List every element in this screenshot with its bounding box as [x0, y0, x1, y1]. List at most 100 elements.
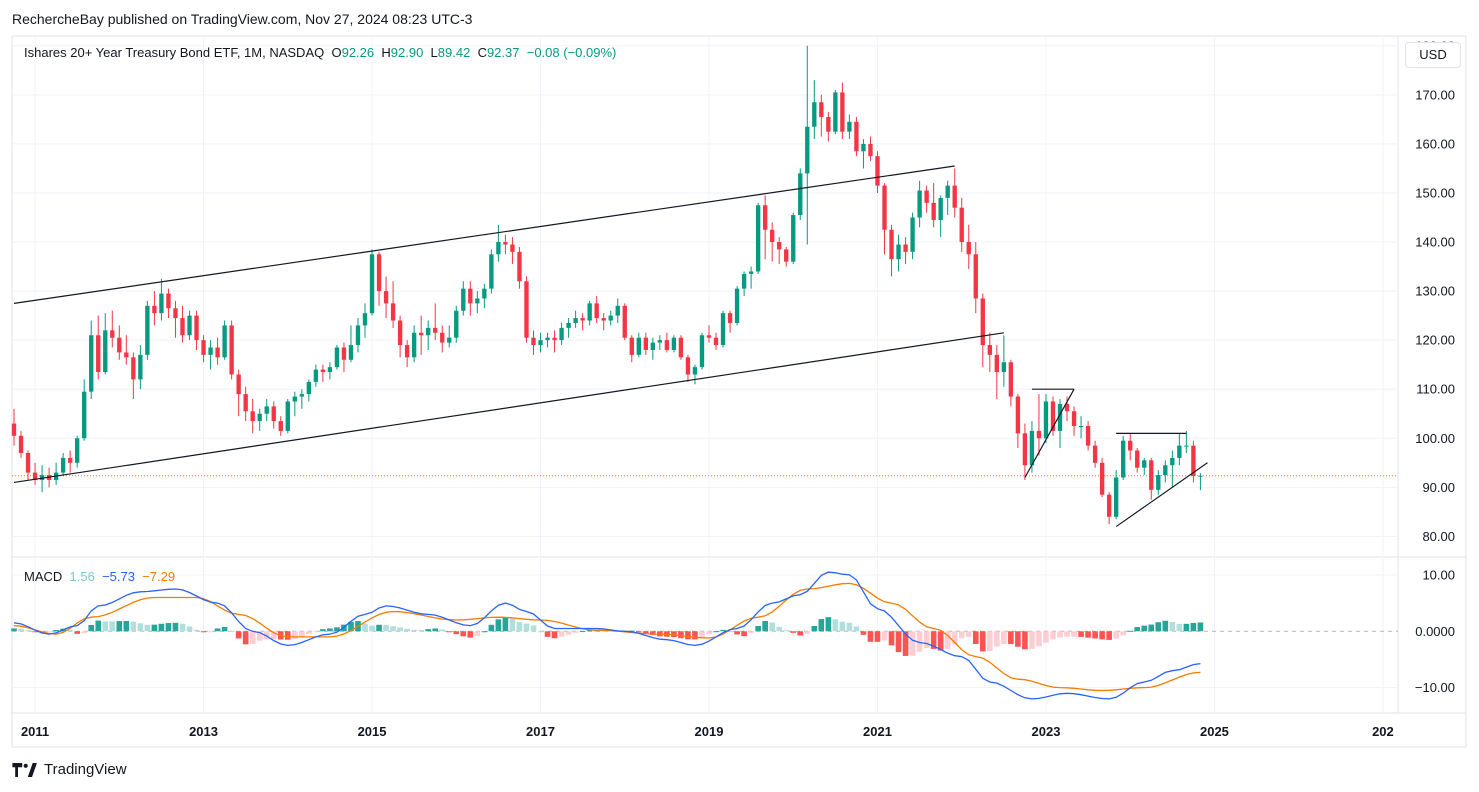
candle-body[interactable] — [1022, 433, 1028, 466]
candle-body[interactable] — [1135, 450, 1140, 468]
candle-body[interactable] — [1057, 403, 1063, 431]
candle-body[interactable] — [433, 327, 438, 333]
candle-body[interactable] — [741, 273, 747, 289]
candle-body[interactable] — [18, 435, 24, 453]
candle-body[interactable] — [545, 337, 550, 341]
candle-body[interactable] — [103, 330, 108, 373]
candle-body[interactable] — [60, 457, 66, 473]
candle-body[interactable] — [524, 281, 529, 338]
candle-body[interactable] — [271, 406, 276, 422]
candle-body[interactable] — [236, 374, 241, 395]
candle-body[interactable] — [355, 325, 361, 346]
candle-body[interactable] — [215, 347, 220, 358]
candle-body[interactable] — [96, 335, 101, 373]
candle-body[interactable] — [840, 92, 845, 132]
candle-body[interactable] — [138, 354, 143, 380]
candle-body[interactable] — [847, 121, 852, 132]
candle-body[interactable] — [208, 347, 213, 355]
candle-body[interactable] — [854, 121, 859, 152]
candle-body[interactable] — [952, 185, 957, 208]
trendline[interactable] — [13, 165, 955, 304]
candle-body[interactable] — [861, 143, 866, 152]
candle-body[interactable] — [278, 421, 283, 431]
candle-body[interactable] — [426, 327, 431, 336]
candle-body[interactable] — [608, 315, 613, 321]
candle-body[interactable] — [819, 102, 824, 117]
candle-body[interactable] — [362, 313, 368, 326]
candle-body[interactable] — [187, 315, 192, 336]
candle-body[interactable] — [1113, 477, 1119, 517]
candle-body[interactable] — [1149, 460, 1154, 490]
candle-body[interactable] — [489, 254, 494, 289]
candle-body[interactable] — [931, 202, 936, 220]
candle-body[interactable] — [222, 325, 227, 358]
candle-body[interactable] — [987, 345, 992, 355]
candle-body[interactable] — [1163, 465, 1168, 476]
candle-body[interactable] — [313, 369, 319, 382]
candle-body[interactable] — [1156, 475, 1161, 490]
candle-body[interactable] — [755, 205, 761, 272]
candle-body[interactable] — [1001, 362, 1007, 373]
candle-body[interactable] — [257, 413, 262, 422]
candle-body[interactable] — [404, 345, 410, 358]
candle-body[interactable] — [1170, 457, 1175, 466]
candle-body[interactable] — [327, 367, 333, 373]
candle-body[interactable] — [334, 347, 340, 368]
candle-body[interactable] — [447, 337, 452, 343]
candle-body[interactable] — [917, 190, 922, 218]
candle-body[interactable] — [75, 438, 80, 463]
candle-body[interactable] — [706, 335, 712, 338]
candle-body[interactable] — [390, 303, 396, 321]
candle-body[interactable] — [440, 332, 445, 343]
candle-body[interactable] — [411, 332, 417, 358]
candle-body[interactable] — [194, 315, 199, 341]
candle-body[interactable] — [1043, 401, 1049, 439]
candle-body[interactable] — [264, 406, 269, 414]
candle-body[interactable] — [173, 308, 178, 319]
candle-body[interactable] — [798, 173, 803, 216]
candle-body[interactable] — [650, 342, 656, 350]
candle-body[interactable] — [1142, 460, 1147, 468]
candle-body[interactable] — [559, 327, 564, 341]
candle-body[interactable] — [110, 330, 115, 338]
candle-body[interactable] — [517, 251, 522, 282]
candle-body[interactable] — [1015, 396, 1021, 434]
candle-body[interactable] — [805, 126, 810, 174]
candle-body[interactable] — [966, 242, 971, 255]
candle-body[interactable] — [622, 305, 627, 338]
candle-body[interactable] — [580, 318, 585, 321]
candle-body[interactable] — [552, 337, 557, 341]
footer-brand[interactable]: TradingView — [12, 761, 127, 778]
candle-body[interactable] — [397, 320, 403, 346]
candle-body[interactable] — [159, 293, 164, 314]
candle-body[interactable] — [720, 313, 726, 346]
candle-body[interactable] — [1121, 440, 1126, 478]
candle-body[interactable] — [777, 242, 782, 250]
candle-body[interactable] — [896, 244, 901, 260]
candle-body[interactable] — [229, 325, 234, 375]
candle-body[interactable] — [1198, 475, 1203, 477]
candle-body[interactable] — [482, 288, 487, 299]
candle-body[interactable] — [994, 354, 1000, 373]
candle-body[interactable] — [131, 357, 136, 380]
currency-button[interactable]: USD — [1405, 42, 1461, 68]
candle-body[interactable] — [601, 318, 606, 321]
candle-body[interactable] — [636, 337, 641, 355]
candle-body[interactable] — [973, 254, 978, 299]
candle-body[interactable] — [1099, 462, 1105, 495]
candle-body[interactable] — [1071, 411, 1077, 426]
candle-body[interactable] — [496, 242, 501, 255]
candle-body[interactable] — [594, 303, 599, 319]
candle-body[interactable] — [657, 340, 663, 343]
candle-body[interactable] — [292, 396, 297, 402]
candle-body[interactable] — [1050, 401, 1056, 431]
candle-body[interactable] — [306, 381, 312, 395]
candle-body[interactable] — [1191, 445, 1196, 477]
candle-body[interactable] — [587, 303, 592, 321]
candle-body[interactable] — [320, 369, 326, 373]
candle-body[interactable] — [1064, 403, 1070, 412]
candle-body[interactable] — [89, 335, 94, 392]
candle-body[interactable] — [503, 242, 508, 245]
candle-body[interactable] — [826, 116, 831, 132]
